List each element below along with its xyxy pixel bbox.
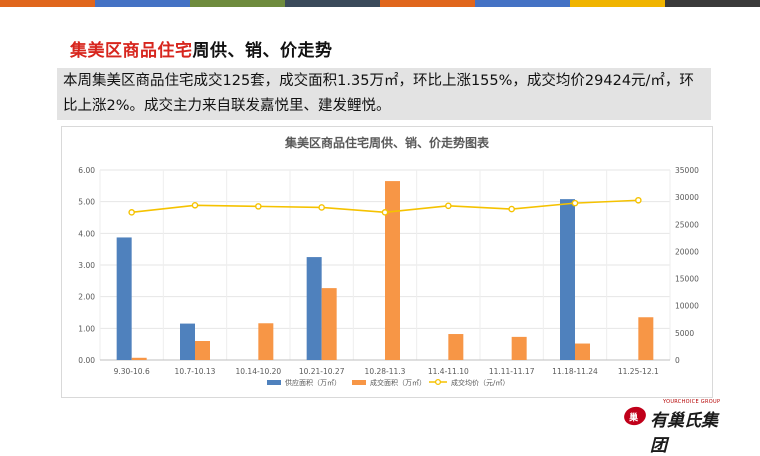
legend-swatch-supply (267, 380, 281, 385)
price-point (255, 203, 262, 210)
top-bar-segment (570, 0, 665, 7)
bar-deal (321, 288, 337, 360)
logo-mark-glyph: 巢 (629, 413, 639, 424)
bar-supply (116, 237, 132, 360)
legend-label-supply: 供应面积（万㎡） (285, 378, 341, 387)
x-tick-label: 11.25-12.1 (618, 367, 659, 376)
legend-swatch-price-marker (434, 378, 442, 386)
x-tick-label: 10.28-11.3 (365, 367, 406, 376)
title-rest: 周供、销、价走势 (192, 41, 333, 61)
price-point (381, 209, 389, 216)
page-title: 集美区商品住宅周供、销、价走势 (70, 36, 333, 61)
x-tick-label: 10.21-10.27 (299, 367, 345, 376)
top-bar-segment (380, 0, 475, 7)
y-right-tick-label: 15000 (675, 275, 699, 284)
y-left-tick-label: 1.00 (78, 324, 95, 333)
x-tick-label: 11.18-11.24 (552, 367, 598, 376)
legend-label-deal: 成交面积（万㎡） (370, 378, 426, 387)
logo-mark-icon: 巢 (622, 404, 648, 428)
top-bar-segment (285, 0, 380, 7)
y-right-tick-label: 25000 (675, 220, 699, 229)
top-bar-segment (475, 0, 570, 7)
bar-deal (575, 343, 590, 360)
x-tick-label: 11.4-11.10 (428, 367, 469, 376)
y-left-tick-label: 4.00 (78, 229, 95, 238)
top-bar-segment (0, 0, 95, 7)
logo-english: YOURCHOICE GROUP (663, 399, 721, 405)
y-right-tick-label: 5000 (675, 329, 694, 338)
x-tick-label: 10.14-10.20 (236, 367, 282, 376)
y-right-tick-label: 10000 (675, 302, 699, 311)
bar-deal (131, 357, 147, 360)
price-point (445, 202, 452, 210)
x-tick-label: 9.30-10.6 (114, 367, 150, 376)
top-bar-segment (95, 0, 190, 7)
y-right-tick-label: 20000 (675, 247, 699, 256)
y-right-tick-label: 0 (675, 356, 680, 365)
y-left-tick-label: 3.00 (78, 261, 95, 270)
legend-swatch-deal (352, 380, 366, 385)
y-left-tick-label: 5.00 (78, 198, 95, 207)
top-color-bar (0, 0, 760, 7)
bar-deal (511, 336, 527, 360)
x-tick-label: 11.11-11.17 (489, 367, 535, 376)
chart-container: 集美区商品住宅周供、销、价走势图表 0.00 1.00 2.00 3.00 4.00 5.0… (61, 126, 713, 398)
top-bar-segment (190, 0, 285, 7)
bar-deal (448, 334, 464, 360)
bar-deal (195, 341, 210, 360)
chart-title: 集美区商品住宅周供、销、价走势图表 (284, 135, 490, 150)
y-right-tick-label: 30000 (675, 193, 699, 202)
price-point (571, 199, 579, 207)
bar-supply (306, 257, 322, 360)
bar-deal (258, 323, 274, 360)
combo-chart: 集美区商品住宅周供、销、价走势图表 0.00 1.00 2.00 3.00 4.00 5.0… (78, 135, 699, 387)
y-right-tick-label: 35000 (675, 166, 699, 175)
bar-deal (638, 317, 654, 360)
price-point (128, 209, 135, 216)
bar-supply (560, 199, 575, 360)
legend-label-price: 成交均价（元/㎡） (451, 378, 509, 387)
bar-supply (180, 323, 195, 360)
price-point (635, 196, 642, 204)
bar-deal (385, 181, 400, 360)
price-point (318, 204, 325, 211)
summary-text: 本周集美区商品住宅成交125套，成交面积1.35万㎡，环比上涨155%，成交均价… (57, 68, 711, 120)
title-accent: 集美区商品住宅 (70, 41, 193, 61)
y-left-tick-label: 0.00 (78, 356, 95, 365)
price-point (508, 205, 515, 213)
y-left-tick-label: 6.00 (78, 166, 95, 175)
y-left-tick-label: 2.00 (78, 293, 95, 302)
x-tick-label: 10.7-10.13 (175, 367, 216, 376)
top-bar-segment (665, 0, 760, 7)
price-point (191, 201, 199, 209)
logo-chinese: 有巢氏集团 (650, 411, 718, 456)
company-logo: YOURCHOICE GROUP 巢 有巢氏集团 (622, 399, 734, 456)
